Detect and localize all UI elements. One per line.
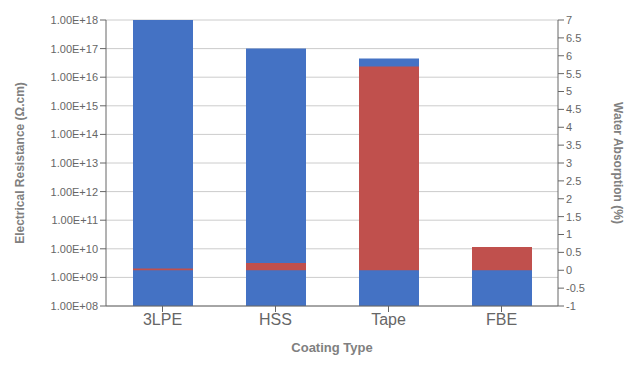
- svg-text:5: 5: [566, 85, 572, 97]
- svg-text:1: 1: [566, 228, 572, 240]
- svg-text:2.5: 2.5: [566, 175, 581, 187]
- svg-text:1.00E+08: 1.00E+08: [51, 300, 98, 312]
- svg-text:1.00E+14: 1.00E+14: [51, 128, 98, 140]
- svg-text:FBE: FBE: [486, 311, 517, 328]
- svg-text:1.00E+15: 1.00E+15: [51, 100, 98, 112]
- svg-text:1.00E+18: 1.00E+18: [51, 14, 98, 26]
- svg-text:1.00E+16: 1.00E+16: [51, 71, 98, 83]
- svg-text:3.5: 3.5: [566, 139, 581, 151]
- svg-text:5.5: 5.5: [566, 68, 581, 80]
- svg-text:1.5: 1.5: [566, 211, 581, 223]
- svg-text:Tape: Tape: [371, 311, 406, 328]
- svg-text:0.5: 0.5: [566, 246, 581, 258]
- svg-text:HSS: HSS: [259, 311, 292, 328]
- svg-text:1.00E+17: 1.00E+17: [51, 43, 98, 55]
- svg-text:Coating Type: Coating Type: [291, 340, 372, 355]
- svg-text:1.00E+13: 1.00E+13: [51, 157, 98, 169]
- svg-text:6.5: 6.5: [566, 32, 581, 44]
- svg-text:-0.5: -0.5: [566, 282, 585, 294]
- svg-text:-1: -1: [566, 300, 576, 312]
- svg-text:1.00E+10: 1.00E+10: [51, 243, 98, 255]
- svg-text:Water Absorption (%): Water Absorption (%): [611, 102, 625, 224]
- svg-text:3: 3: [566, 157, 572, 169]
- svg-text:3LPE: 3LPE: [143, 311, 182, 328]
- svg-text:1.00E+12: 1.00E+12: [51, 186, 98, 198]
- svg-text:Electrical Resistance (Ω.cm): Electrical Resistance (Ω.cm): [13, 82, 27, 244]
- svg-text:0: 0: [566, 264, 572, 276]
- svg-text:1.00E+11: 1.00E+11: [51, 214, 98, 226]
- svg-text:7: 7: [566, 14, 572, 26]
- svg-text:2: 2: [566, 193, 572, 205]
- svg-text:4.5: 4.5: [566, 103, 581, 115]
- svg-text:1.00E+09: 1.00E+09: [51, 271, 98, 283]
- svg-text:6: 6: [566, 50, 572, 62]
- svg-text:4: 4: [566, 121, 572, 133]
